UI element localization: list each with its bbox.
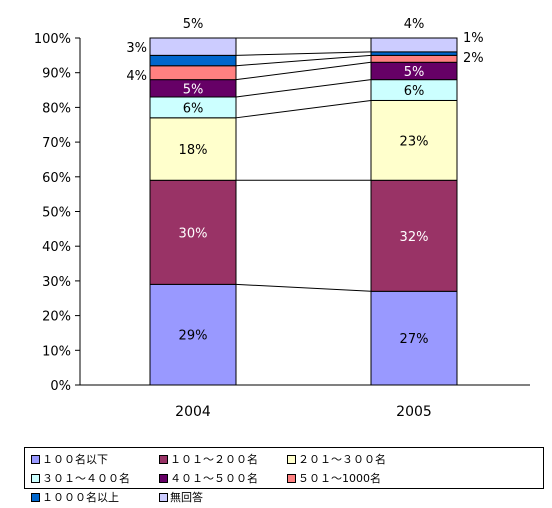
data-label: 4% bbox=[126, 69, 147, 84]
series-line bbox=[235, 61, 372, 81]
bar-segment bbox=[149, 37, 237, 56]
series-line bbox=[235, 79, 372, 98]
data-label: 6% bbox=[404, 84, 425, 99]
legend-swatch bbox=[31, 492, 40, 502]
legend-swatch bbox=[287, 473, 296, 483]
legend-label: ５０１～1000名 bbox=[298, 472, 381, 485]
data-label: 27% bbox=[400, 332, 429, 347]
legend-swatch bbox=[31, 454, 40, 464]
legend-item: ５０１～1000名 bbox=[287, 470, 415, 487]
legend-item: １００名以下 bbox=[31, 451, 159, 468]
y-tick-label: 0% bbox=[50, 379, 71, 394]
legend-swatch bbox=[31, 473, 40, 483]
data-label: 2% bbox=[463, 51, 484, 66]
series-line bbox=[235, 54, 372, 67]
data-label: 23% bbox=[400, 134, 429, 149]
legend-swatch bbox=[159, 473, 168, 483]
series-line bbox=[235, 51, 372, 56]
legend-label: ３０１～４００名 bbox=[42, 472, 130, 485]
bar-segment bbox=[370, 179, 458, 292]
bar-segment bbox=[370, 51, 458, 56]
data-label: 4% bbox=[404, 17, 425, 32]
data-label: 32% bbox=[400, 230, 429, 245]
y-tick-label: 70% bbox=[42, 136, 71, 151]
y-tick-label: 40% bbox=[42, 240, 71, 255]
x-tick-label: 2004 bbox=[175, 404, 211, 420]
y-tick-label: 90% bbox=[42, 67, 71, 82]
bar-segment bbox=[370, 54, 458, 63]
legend-swatch bbox=[159, 492, 168, 502]
data-label: 5% bbox=[183, 17, 204, 32]
legend-label: １０１～２００名 bbox=[170, 453, 258, 466]
bar-segment bbox=[149, 65, 237, 81]
legend-label: １００名以下 bbox=[42, 453, 108, 466]
chart-plot: 0% 10% 20% 30% 40% 50% 60% 70% 80% 90% 100% 2004 200… bbox=[34, 17, 530, 420]
data-label: 6% bbox=[183, 101, 204, 116]
legend-label: ４０１～５００名 bbox=[170, 472, 258, 485]
data-label: 3% bbox=[126, 41, 147, 56]
x-tick-label: 2005 bbox=[396, 404, 432, 420]
data-label: 1% bbox=[463, 31, 484, 46]
y-tick-label: 100% bbox=[34, 32, 71, 47]
bar-segment bbox=[149, 283, 237, 386]
legend-swatch bbox=[287, 454, 296, 464]
legend-swatch bbox=[159, 454, 168, 464]
legend-label: ２０１～３００名 bbox=[298, 453, 386, 466]
series-line bbox=[235, 99, 372, 119]
legend-item: ３０１～４００名 bbox=[31, 470, 159, 487]
data-label: 30% bbox=[179, 226, 208, 241]
chart-legend: １００名以下 １０１～２００名 ２０１～３００名 ３０１～４００名 ４０１～５００名 ５０… bbox=[24, 447, 544, 504]
data-label: 29% bbox=[179, 329, 208, 344]
legend-item: ４０１～５００名 bbox=[159, 470, 287, 487]
y-tick-label: 80% bbox=[42, 101, 71, 116]
data-label: 5% bbox=[183, 82, 204, 97]
series-line bbox=[235, 283, 372, 292]
y-tick-label: 20% bbox=[42, 310, 71, 325]
legend-item: ２０１～３００名 bbox=[287, 451, 415, 468]
y-tick-label: 10% bbox=[42, 344, 71, 359]
bar-segment bbox=[370, 37, 458, 53]
bar-segment bbox=[149, 179, 237, 285]
data-label: 5% bbox=[404, 65, 425, 80]
data-label: 18% bbox=[179, 143, 208, 158]
y-tick-label: 50% bbox=[42, 206, 71, 221]
bar-segment bbox=[149, 54, 237, 67]
bar-segment bbox=[370, 99, 458, 181]
y-tick-label: 60% bbox=[42, 171, 71, 186]
legend-item: １０１～２００名 bbox=[159, 451, 287, 468]
bar-segment bbox=[149, 117, 237, 181]
y-tick-label: 30% bbox=[42, 275, 71, 290]
